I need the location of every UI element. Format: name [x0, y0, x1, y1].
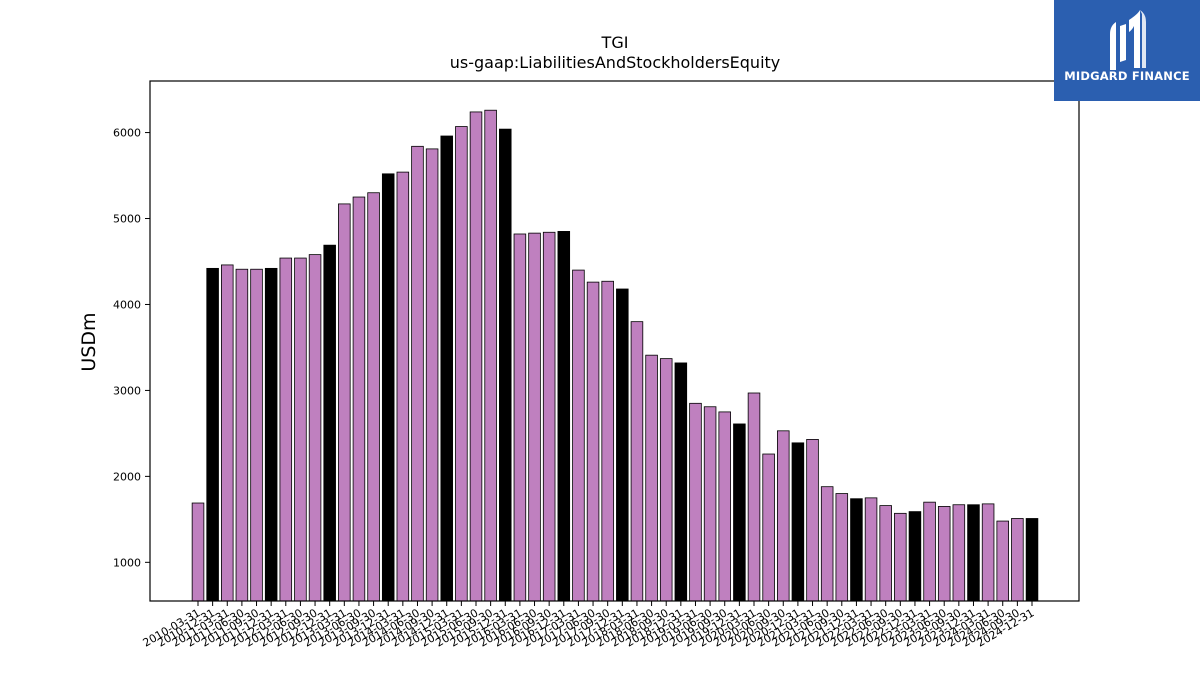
- y-tick-label: 6000: [113, 127, 141, 140]
- bar-2019-06-30: [703, 406, 717, 602]
- bar-2013-06-30: [352, 196, 366, 602]
- bar-2016-06-30: [528, 232, 541, 602]
- bar-2019-09-30: [718, 411, 731, 602]
- bar-2016-03-31: [513, 233, 527, 602]
- bar-2020-09-30: [777, 430, 790, 602]
- midgard-finance-logo: MIDGARD FINANCE: [1054, 0, 1200, 101]
- bar-2021-06-30: [820, 486, 834, 602]
- bar-2023-06-30: [937, 506, 951, 602]
- y-tick-label: 2000: [113, 470, 141, 483]
- bar-2011-06-30: [235, 268, 249, 602]
- bar-2024-03-31: [981, 503, 995, 602]
- bar-2015-03-31: [455, 126, 468, 602]
- bar-2023-09-30: [952, 504, 966, 602]
- bar-2022-03-31: [864, 497, 878, 602]
- bar-2020-12-31: [791, 442, 805, 602]
- bar-2021-03-31: [806, 439, 819, 602]
- y-tick-label: 1000: [113, 556, 141, 569]
- bar-2017-12-31: [616, 288, 629, 602]
- bar-2017-03-31: [572, 269, 585, 602]
- bar-2019-03-31: [689, 402, 702, 602]
- x-axis-ticks: 2010-03-312010-12-312011-03-312011-06-30…: [141, 601, 1037, 650]
- bar-2012-12-31: [323, 244, 336, 602]
- bar-2018-12-31: [674, 362, 688, 602]
- bar-2022-12-31: [908, 511, 922, 602]
- logo-text: MIDGARD FINANCE: [1064, 69, 1190, 83]
- bar-2018-09-30: [659, 358, 673, 602]
- bar-2024-06-30: [996, 520, 1009, 602]
- bar-2013-03-31: [338, 203, 351, 602]
- plot-frame: [149, 80, 1080, 602]
- bar-2017-09-30: [601, 280, 614, 602]
- bar-2020-03-31: [747, 392, 761, 602]
- bar-2018-06-30: [645, 354, 658, 602]
- bar-2012-09-30: [308, 254, 322, 602]
- bar-2024-12-31: [1025, 518, 1039, 602]
- bar-2010-03-31: [191, 502, 205, 602]
- bar-2013-09-30: [367, 192, 380, 602]
- bar-2014-09-30: [425, 148, 439, 602]
- bar-2016-12-31: [557, 231, 571, 602]
- bar-2018-03-31: [630, 321, 644, 602]
- bar-2012-06-30: [294, 257, 307, 602]
- bar-2019-12-31: [733, 423, 746, 602]
- bar-2017-06-30: [586, 281, 600, 602]
- bar-2016-09-30: [542, 231, 556, 602]
- chart-title: TGI: [601, 33, 629, 52]
- y-tick-label: 4000: [113, 298, 141, 311]
- bar-2015-09-30: [484, 109, 497, 602]
- bar-2011-12-31: [264, 267, 278, 602]
- bar-2012-03-31: [279, 257, 293, 602]
- bar-2011-03-31: [221, 264, 234, 602]
- y-tick-label: 5000: [113, 213, 141, 226]
- bar-2013-12-31: [381, 173, 395, 602]
- bar-2023-12-31: [967, 504, 980, 602]
- bar-2021-12-31: [850, 498, 863, 602]
- chart-subtitle: us-gaap:LiabilitiesAndStockholdersEquity: [450, 53, 781, 72]
- bar-series: [191, 109, 1039, 602]
- bar-2022-09-30: [894, 512, 907, 602]
- bar-2015-06-30: [469, 111, 483, 602]
- bar-2011-09-30: [250, 268, 263, 602]
- bar-2010-12-31: [206, 267, 219, 602]
- midgard-logo-icon: [1110, 10, 1146, 70]
- y-axis-ticks: 1000 2000 3000 4000 5000 6000: [113, 127, 150, 569]
- bar-2024-09-30: [1011, 518, 1024, 602]
- bar-2021-09-30: [835, 493, 849, 602]
- bar-2022-06-30: [879, 505, 892, 602]
- bar-2023-03-31: [923, 501, 936, 602]
- bar-2015-12-31: [499, 128, 512, 602]
- y-tick-label: 3000: [113, 384, 141, 397]
- bar-2014-12-31: [440, 135, 453, 602]
- bar-2014-03-31: [396, 171, 410, 602]
- bar-2014-06-30: [411, 145, 424, 602]
- bar-2020-06-30: [762, 453, 775, 602]
- y-axis-label: USDm: [78, 312, 100, 371]
